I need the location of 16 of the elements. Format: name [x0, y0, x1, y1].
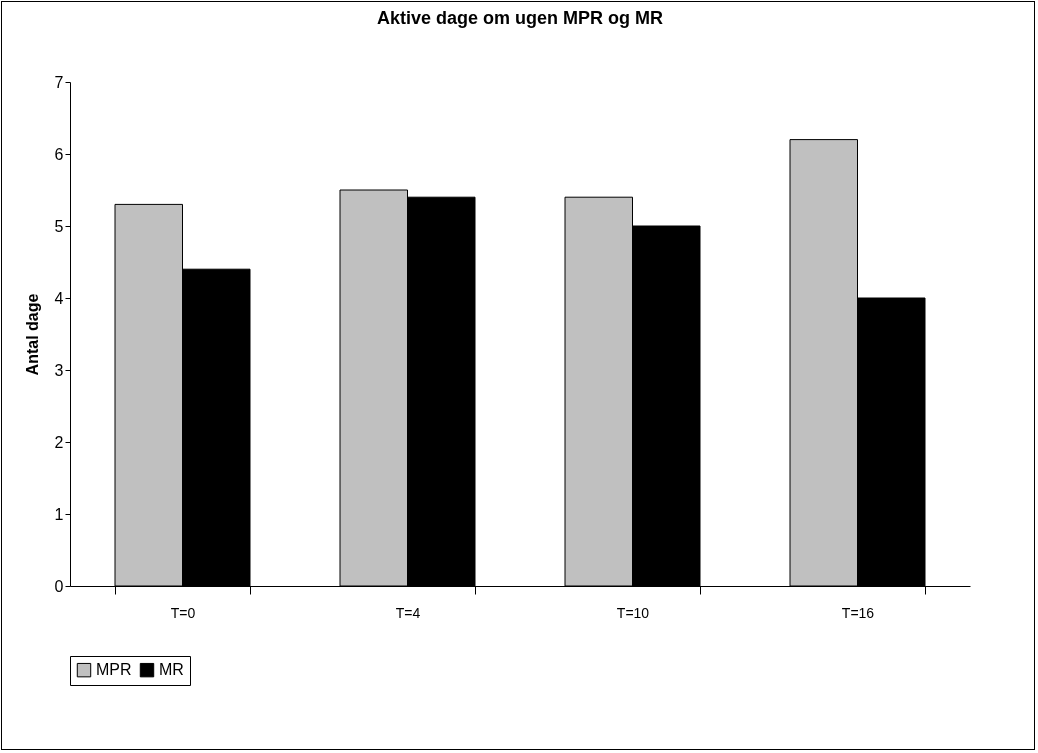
chart-title: Aktive dage om ugen MPR og MR	[376, 8, 664, 28]
x-tick-label: T=4	[395, 604, 421, 621]
y-tick-label: 2	[54, 433, 64, 451]
y-axis-title: Antal dage	[23, 293, 41, 376]
y-tick-label: 0	[54, 577, 64, 595]
y-tick-label: 3	[54, 361, 64, 379]
x-tick-label: T=0	[170, 604, 196, 621]
y-tick-label: 1	[54, 505, 64, 523]
legend-label: MR	[159, 661, 184, 679]
y-tick-label: 5	[54, 217, 64, 235]
legend-label: MPR	[96, 661, 132, 679]
x-tick-label: T=10	[616, 604, 650, 621]
y-tick-label: 7	[54, 73, 64, 91]
x-tick-label: T=16	[841, 604, 875, 621]
y-tick-label: 6	[54, 145, 64, 163]
y-tick-label: 4	[54, 289, 64, 307]
